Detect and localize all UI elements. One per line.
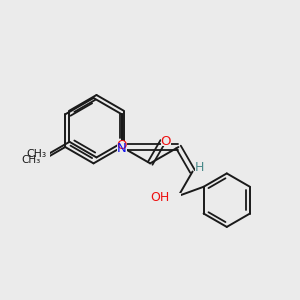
Bar <box>32 155 49 166</box>
Text: O: O <box>160 135 171 148</box>
Text: OH: OH <box>150 191 170 204</box>
Bar <box>39 150 50 159</box>
Bar <box>117 144 127 153</box>
Bar <box>164 193 181 202</box>
Bar <box>117 141 127 150</box>
Text: O: O <box>117 139 127 152</box>
Text: CH₃: CH₃ <box>21 155 40 165</box>
Text: CH₃: CH₃ <box>26 149 46 160</box>
Bar <box>195 163 203 171</box>
Text: N: N <box>117 142 127 155</box>
Bar <box>161 137 170 146</box>
Text: H: H <box>194 160 204 173</box>
